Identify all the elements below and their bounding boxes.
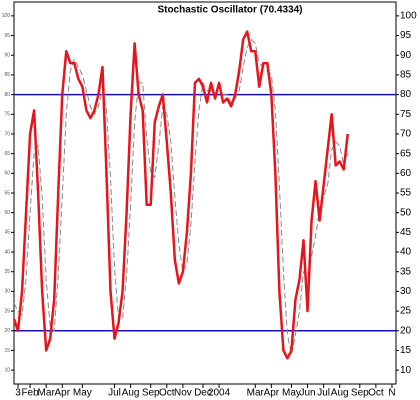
x-tick-label: Oct xyxy=(368,388,384,399)
x-tick-label: Feb xyxy=(21,388,39,399)
y-tick-label: 10 xyxy=(400,365,412,376)
x-tick-label: Apr xyxy=(54,388,70,399)
y-tick-label-left: 75 xyxy=(4,112,10,118)
chart-title: Stochastic Oscillator (70.4334) xyxy=(157,5,302,16)
y-tick-label-left: 85 xyxy=(4,72,10,78)
y-tick-label-left: 35 xyxy=(4,269,10,275)
y-tick-label: 75 xyxy=(400,109,412,120)
x-tick-label: Aug xyxy=(331,388,349,399)
y-tick-label: 90 xyxy=(400,50,412,61)
y-tick-label: 20 xyxy=(400,325,412,336)
y-tick-label-left: 90 xyxy=(4,53,10,59)
x-tick-label: Mar xyxy=(38,388,56,399)
y-tick-label: 45 xyxy=(400,227,412,238)
x-tick-label: Jun xyxy=(299,388,315,399)
x-tick-label: Nov xyxy=(174,388,192,399)
y-tick-label-left: 25 xyxy=(4,308,10,314)
y-tick-label: 15 xyxy=(400,345,412,356)
x-tick-label: May xyxy=(282,388,301,399)
x-tick-label: Aug xyxy=(122,388,140,399)
y-tick-label: 55 xyxy=(400,188,412,199)
y-tick-label-left: 45 xyxy=(4,230,10,236)
y-tick-label-left: 95 xyxy=(4,33,10,39)
y-tick-label-left: 20 xyxy=(4,328,10,334)
y-tick-label-left: 60 xyxy=(4,171,10,177)
x-tick-label: Apr xyxy=(264,388,280,399)
y-tick-label-left: 10 xyxy=(4,367,10,373)
y-tick-label: 95 xyxy=(400,30,412,41)
y-tick-label: 25 xyxy=(400,306,412,317)
x-tick-label: Dec xyxy=(194,388,212,399)
x-tick-label: N xyxy=(388,388,395,399)
x-tick-label: May xyxy=(73,388,92,399)
y-tick-label: 100 xyxy=(400,11,417,22)
y-tick-label-left: 65 xyxy=(4,151,10,157)
y-tick-label: 40 xyxy=(400,247,412,258)
x-tick-label: Sep xyxy=(142,388,160,399)
y-tick-label-left: 70 xyxy=(4,131,10,137)
y-tick-label-left: 100 xyxy=(2,13,11,19)
y-tick-label: 60 xyxy=(400,168,412,179)
y-tick-label: 70 xyxy=(400,129,412,140)
y-tick-label-left: 50 xyxy=(4,210,10,216)
y-tick-label: 65 xyxy=(400,148,412,159)
x-tick-label: Jul xyxy=(108,388,121,399)
x-tick-label: Jul xyxy=(317,388,330,399)
y-tick-label-left: 80 xyxy=(4,92,10,98)
y-tick-label: 50 xyxy=(400,207,412,218)
x-tick-label: 2004 xyxy=(208,388,231,399)
x-tick-label: Oct xyxy=(159,388,175,399)
series-line xyxy=(12,30,349,360)
y-tick-label: 30 xyxy=(400,286,412,297)
y-tick-label-left: 15 xyxy=(4,348,10,354)
y-tick-label: 85 xyxy=(400,70,412,81)
y-tick-label-left: 30 xyxy=(4,289,10,295)
y-tick-label: 80 xyxy=(400,89,412,100)
y-tick-label-left: 40 xyxy=(4,249,10,255)
x-tick-label: 3 xyxy=(15,388,21,399)
y-tick-label: 35 xyxy=(400,266,412,277)
x-tick-label: Sep xyxy=(351,388,369,399)
plot-frame xyxy=(13,1,397,385)
x-tick-label: Mar xyxy=(247,388,265,399)
y-tick-label-left: 55 xyxy=(4,190,10,196)
